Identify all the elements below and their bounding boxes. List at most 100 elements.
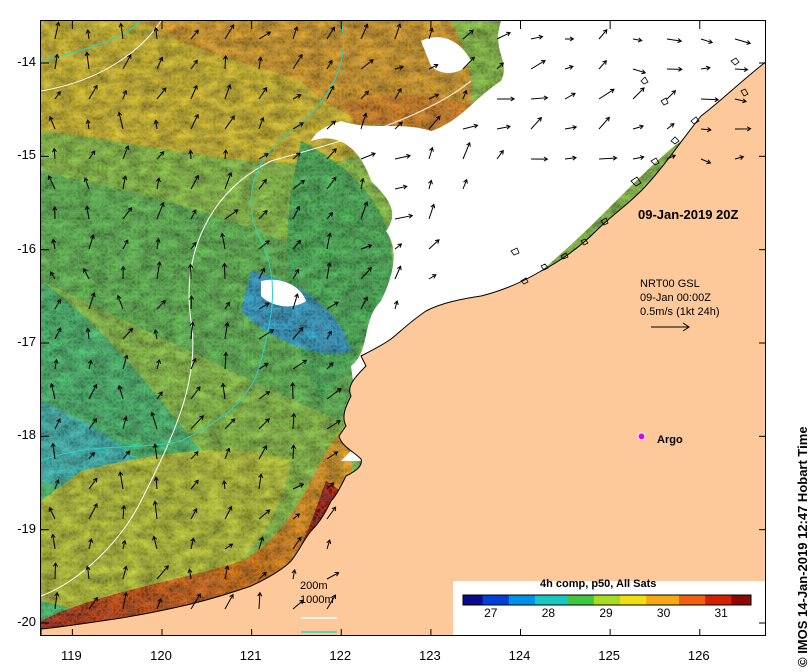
current-arrow (156, 56, 164, 70)
date-label: 09-Jan-2019 20Z (638, 207, 739, 222)
current-arrow (122, 175, 128, 190)
lat-tick-label: -16 (17, 240, 36, 256)
current-arrow (360, 201, 369, 220)
lat-tick-label: -17 (17, 334, 36, 349)
colorbar-swatch (554, 595, 562, 605)
current-arrow (394, 184, 408, 190)
colorbar (453, 581, 765, 635)
lat-tick-label: -19 (17, 520, 36, 536)
current-arrow (54, 298, 61, 310)
current-arrow (360, 59, 374, 70)
colorbar-swatch (724, 595, 732, 605)
current-arrow (734, 67, 749, 73)
current-arrow (292, 536, 302, 550)
current-arrow (326, 301, 339, 310)
current-arrow (224, 593, 234, 610)
current-arrow (220, 232, 226, 250)
current-arrow (564, 125, 578, 130)
colorbar-swatch (718, 595, 726, 605)
current-arrow (326, 232, 332, 250)
map-frame[interactable] (40, 20, 766, 636)
current-arrow (598, 155, 618, 161)
current-arrow (258, 153, 269, 160)
current-arrow (224, 209, 239, 220)
colorbar-swatch (482, 595, 490, 605)
current-arrow (292, 122, 304, 130)
current-arrow (257, 56, 263, 70)
current-arrow (117, 111, 124, 130)
current-arrow (734, 155, 745, 160)
colorbar-swatch (521, 595, 529, 605)
current-arrow (258, 445, 268, 460)
current-arrow (190, 59, 198, 70)
current-arrow (496, 96, 516, 102)
current-arrow (50, 442, 56, 460)
current-arrow (258, 473, 264, 490)
current-arrow (530, 116, 542, 130)
current-arrow (224, 321, 230, 340)
current-arrow (85, 119, 91, 130)
current-arrow (48, 506, 56, 520)
colorbar-swatch (469, 595, 477, 605)
legend-200m-label: 200m (300, 580, 328, 592)
current-arrow (666, 66, 683, 72)
current-arrow (360, 243, 373, 250)
current-arrow (326, 388, 342, 400)
current-arrow (187, 568, 193, 580)
current-arrow (326, 482, 335, 490)
current-arrow (428, 179, 433, 190)
current-arrow (122, 327, 134, 340)
current-arrow (462, 123, 479, 130)
current-arrow (54, 591, 60, 610)
current-arrow (326, 571, 340, 580)
current-arrow (326, 26, 335, 40)
colorbar-swatch (587, 595, 595, 605)
current-arrow (190, 479, 199, 490)
current-arrow (359, 177, 365, 190)
current-arrow (150, 411, 158, 430)
current-arrow (530, 60, 546, 70)
colorbar-swatch (692, 595, 700, 605)
current-arrow (258, 418, 270, 430)
current-arrow (156, 87, 167, 100)
current-arrow (258, 571, 267, 580)
current-arrow (156, 300, 166, 310)
current-arrow (428, 63, 439, 70)
colorbar-swatch (737, 595, 745, 605)
argo-marker[interactable] (637, 432, 646, 441)
colorbar-tick-label: 28 (541, 606, 556, 620)
current-arrow (153, 26, 159, 40)
current-arrow (428, 239, 440, 250)
current-arrow (258, 509, 271, 520)
argo-label: Argo (657, 434, 683, 446)
current-legend-line2: 09-Jan 00:00Z (640, 292, 711, 304)
current-arrow (54, 90, 61, 100)
current-arrow (156, 260, 162, 280)
current-arrow (85, 327, 91, 340)
current-arrow (122, 239, 129, 250)
current-arrow (666, 123, 675, 130)
colorbar-swatch (574, 595, 582, 605)
current-arrow (224, 24, 235, 40)
colorbar-swatch (593, 595, 601, 605)
current-arrow (291, 412, 297, 430)
current-arrow (632, 37, 643, 43)
current-arrow (530, 95, 549, 101)
current-arrow (223, 149, 229, 160)
current-arrow (394, 23, 402, 40)
current-arrow (190, 174, 199, 190)
colorbar-swatch (665, 595, 673, 605)
current-arrow (190, 241, 197, 250)
colorbar-swatch (679, 595, 687, 605)
current-arrow (496, 62, 505, 70)
current-arrow (292, 179, 306, 190)
colorbar-title: 4h comp, p50, All Sats (540, 578, 657, 590)
colorbar-swatch (633, 595, 641, 605)
current-arrow (700, 158, 712, 165)
sst-map[interactable] (41, 21, 766, 636)
colorbar-swatch (646, 595, 654, 605)
current-arrow (394, 153, 411, 160)
current-arrow (188, 263, 194, 280)
legend-1000m-label: 1000m (300, 594, 334, 606)
current-arrow (52, 206, 58, 220)
